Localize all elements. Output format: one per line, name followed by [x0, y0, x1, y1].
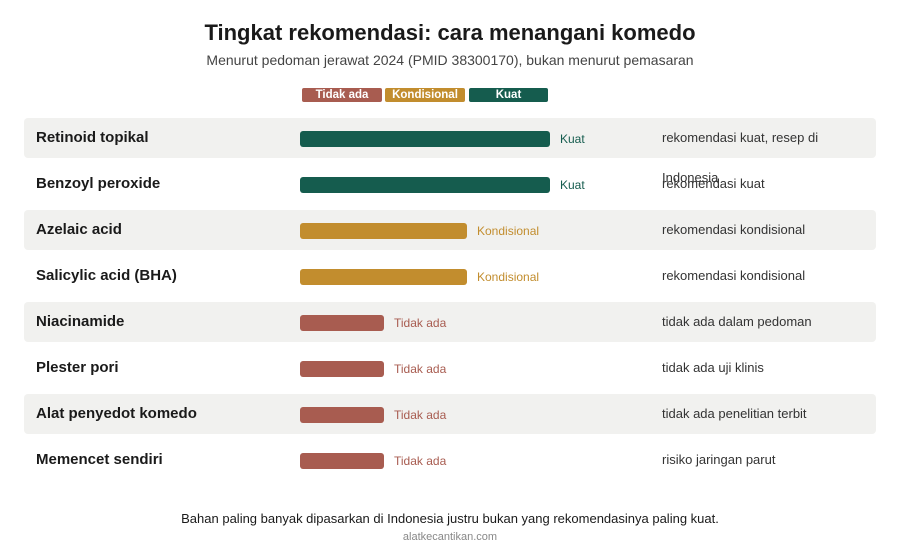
bar-value-label: Tidak ada	[394, 408, 447, 422]
bar	[300, 453, 384, 469]
chart-row: Plester pori Tidak ada tidak ada uji klini…	[24, 348, 876, 388]
legend-item-tidak-ada: Tidak ada	[302, 88, 382, 102]
bar	[300, 407, 384, 423]
footnote: Bahan paling banyak dipasarkan di Indone…	[181, 511, 719, 526]
bar-value-label: Kondisional	[477, 270, 540, 284]
chart-row: Alat penyedot komedo Tidak ada tidak ada p…	[24, 394, 876, 434]
row-note: rekomendasi kuat, resep di Indonesia	[662, 130, 819, 185]
bar	[300, 177, 550, 193]
bar	[300, 361, 384, 377]
chart-row: Niacinamide Tidak ada tidak ada dalam pedo…	[24, 302, 876, 342]
bar-value-label: Kuat	[560, 132, 585, 146]
category-label: Azelaic acid	[36, 221, 122, 238]
chart-row: Retinoid topikal Kuat rekomendasi kuat, re…	[24, 118, 876, 185]
chart-row: Salicylic acid (BHA) Kondisional rekomenda…	[24, 256, 876, 296]
chart-row: Azelaic acid Kondisional rekomendasi kondi…	[24, 210, 876, 250]
chart-subtitle: Menurut pedoman jerawat 2024 (PMID 38300…	[206, 52, 694, 68]
row-note: rekomendasi kondisional	[662, 222, 806, 237]
bar-value-label: Kuat	[560, 178, 585, 192]
chart-row: Benzoyl peroxide Kuat rekomendasi kuat	[24, 164, 876, 204]
category-label: Benzoyl peroxide	[36, 175, 161, 192]
legend: Tidak ada Kondisional Kuat	[0, 88, 900, 102]
bar-value-label: Kondisional	[477, 224, 540, 238]
chart-title: Tingkat rekomendasi: cara menangani kome…	[204, 20, 696, 45]
category-label: Memencet sendiri	[36, 451, 163, 468]
bar-value-label: Tidak ada	[394, 316, 447, 330]
category-label: Alat penyedot komedo	[36, 405, 197, 422]
chart-row: Memencet sendiri Tidak ada risiko jaringan…	[24, 440, 876, 480]
legend-item-kondisional: Kondisional	[385, 88, 465, 102]
row-note: tidak ada penelitian terbit	[662, 406, 807, 421]
category-label: Salicylic acid (BHA)	[36, 267, 177, 284]
row-note: tidak ada dalam pedoman	[662, 314, 812, 329]
row-note: rekomendasi kondisional	[662, 268, 806, 283]
bar	[300, 315, 384, 331]
bar	[300, 131, 550, 147]
row-note: rekomendasi kuat	[662, 176, 765, 191]
category-label: Niacinamide	[36, 313, 125, 330]
bar-value-label: Tidak ada	[394, 362, 447, 376]
row-note: risiko jaringan parut	[662, 452, 776, 467]
bar-value-label: Tidak ada	[394, 454, 447, 468]
chart-rows: Retinoid topikal Kuat rekomendasi kuat, re…	[24, 118, 876, 486]
category-label: Retinoid topikal	[36, 129, 149, 146]
row-note: tidak ada uji klinis	[662, 360, 764, 375]
source-credit: alatkecantikan.com	[402, 531, 498, 543]
bar	[300, 223, 467, 239]
bar	[300, 269, 467, 285]
category-label: Plester pori	[36, 359, 119, 376]
legend-item-kuat: Kuat	[469, 88, 548, 102]
